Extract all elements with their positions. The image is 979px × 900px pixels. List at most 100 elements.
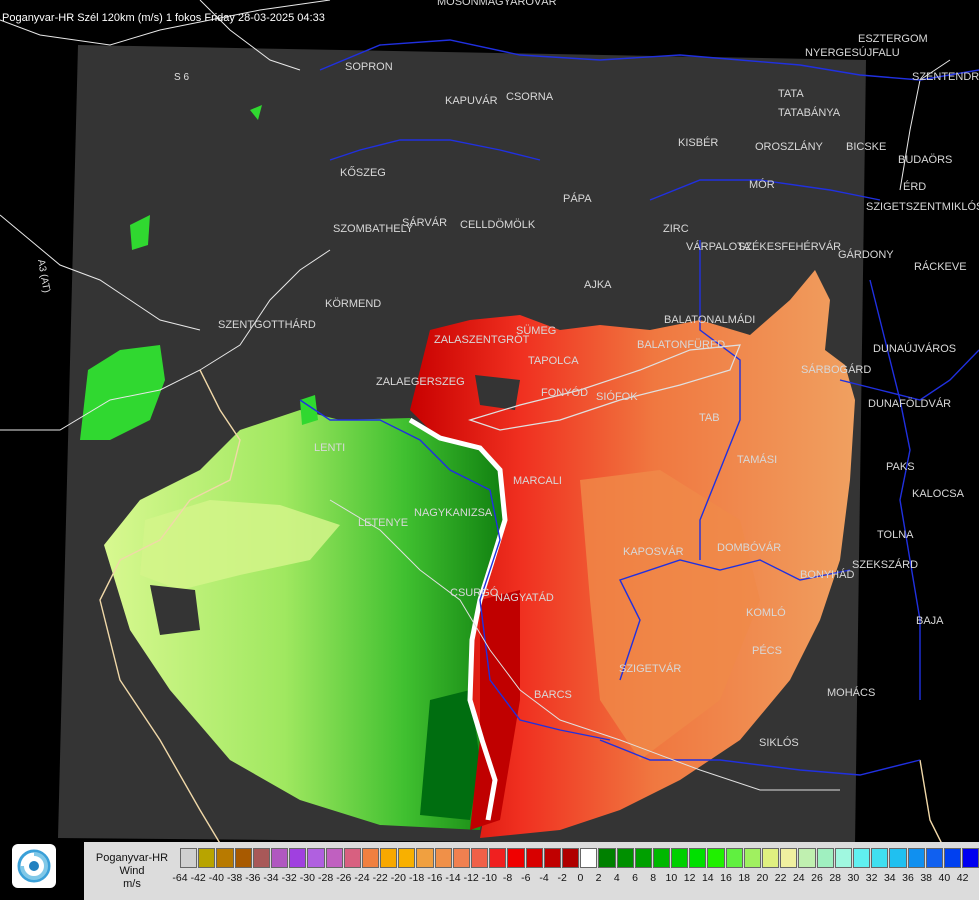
city-label: SOPRON <box>345 61 393 73</box>
legend-swatches <box>180 848 979 870</box>
city-label: RÁCKEVE <box>914 260 967 273</box>
legend-swatch <box>270 848 289 868</box>
green-cell-3 <box>250 105 262 120</box>
legend-swatch <box>871 848 889 868</box>
legend-tick-label: 32 <box>865 872 878 884</box>
legend-tick-label: 40 <box>938 872 951 884</box>
city-label: BUDAÖRS <box>898 154 952 166</box>
city-label: SZENTGOTTHÁRD <box>218 318 316 331</box>
legend-tick-label: -30 <box>299 872 315 884</box>
city-label: KALOCSA <box>912 488 965 500</box>
city-label: KŐSZEG <box>340 165 386 179</box>
legend-swatch <box>489 848 507 868</box>
legend-swatch <box>398 848 416 868</box>
legend-swatch <box>598 848 616 868</box>
legend-tick-label: 18 <box>738 872 751 884</box>
city-label: SÁRBOGÁRD <box>801 363 871 376</box>
legend-tick-label: -8 <box>502 872 513 884</box>
city-label: SZIGETSZENTMIKLÓS <box>866 200 979 213</box>
green-light-patch <box>140 500 340 590</box>
city-label: KOMLÓ <box>746 606 786 619</box>
legend-swatch <box>725 848 743 868</box>
legend-tick-label: -40 <box>208 872 224 884</box>
city-label: ZALASZENTGRÓT <box>434 333 530 346</box>
no-echo-hole-2 <box>475 375 520 410</box>
legend-tick-label: 30 <box>847 872 860 884</box>
legend-tick-label: 38 <box>920 872 933 884</box>
city-label: SIKLÓS <box>759 736 799 749</box>
legend-tick-label: -24 <box>354 872 370 884</box>
legend-tick-label: 24 <box>792 872 805 884</box>
city-label: CSORNA <box>506 91 554 103</box>
city-label: NAGYKANIZSA <box>414 507 493 519</box>
city-label: LETENYE <box>358 517 408 529</box>
city-label: MARCALI <box>513 475 562 487</box>
legend-tick-label: -20 <box>390 872 406 884</box>
city-label: CELLDÖMÖLK <box>460 219 536 231</box>
city-label: BARCS <box>534 689 572 701</box>
river-drava <box>329 499 840 791</box>
city-label: MÓR <box>749 178 775 191</box>
legend-tick-label: 2 <box>595 872 602 884</box>
city-label: KAPUVÁR <box>445 94 498 107</box>
color-legend: Poganyvar-HR Wind m/s -64 -42 -40 -38 -36 -34… <box>84 842 979 900</box>
legend-tick-label: -6 <box>521 872 531 884</box>
legend-swatch <box>852 848 871 868</box>
legend-tick-label: -2 <box>557 872 567 884</box>
legend-swatch <box>252 848 270 868</box>
red-deep-patch <box>470 590 520 830</box>
legend-swatch <box>889 848 907 868</box>
green-cell-1 <box>80 345 165 440</box>
city-label: ZIRC <box>663 223 689 235</box>
legend-swatch <box>652 848 671 868</box>
city-label: DOMBÓVÁR <box>717 541 781 554</box>
legend-swatch <box>525 848 543 868</box>
city-label: BALATONALMÁDI <box>664 313 755 326</box>
legend-swatch <box>962 848 979 868</box>
legend-tick-label: 26 <box>811 872 823 884</box>
page-title: Poganyvar-HR Szél 120km (m/s) 1 fokos Fr… <box>2 12 325 24</box>
legend-tick-label: -14 <box>445 872 461 884</box>
city-label: AJKA <box>584 279 612 291</box>
city-label: GÁRDONY <box>838 248 894 261</box>
legend-tick-label: 42 <box>956 872 969 884</box>
legend-swatch <box>543 848 561 868</box>
city-label: BONYHÁD <box>800 568 854 581</box>
city-label: ÉRD <box>903 180 926 193</box>
legend-tick-label: -32 <box>281 872 297 884</box>
city-label: SZOMBATHELY <box>333 223 414 235</box>
legend-title: Poganyvar-HR Wind m/s <box>84 842 180 900</box>
city-label: SZENTENDRE <box>912 71 979 83</box>
city-label: ESZTERGOM <box>858 33 928 45</box>
legend-tick-label: 34 <box>883 872 896 884</box>
legend-swatch <box>198 848 216 868</box>
legend-tick-label: 4 <box>613 872 620 884</box>
city-label: TATABÁNYA <box>778 106 841 119</box>
legend-swatch <box>507 848 525 868</box>
city-label: BICSKE <box>846 141 886 153</box>
city-label: SZÉKESFEHÉRVÁR <box>738 240 841 253</box>
legend-tick-label: 12 <box>683 872 696 884</box>
legend-unit: m/s <box>123 877 141 890</box>
legend-swatch <box>343 848 361 868</box>
legend-swatch <box>907 848 925 868</box>
legend-tick-label: 10 <box>665 872 678 884</box>
legend-tick-label: 6 <box>632 872 638 884</box>
legend-tick-label: -10 <box>481 872 497 884</box>
city-label: TATA <box>778 88 804 100</box>
legend-swatch <box>834 848 852 868</box>
legend-tick-label: -22 <box>372 872 388 884</box>
legend-swatch <box>361 848 380 868</box>
legend-tick-label: -28 <box>318 872 334 884</box>
legend-tick-label: 8 <box>650 872 657 884</box>
city-label: CSURGÓ <box>450 586 499 599</box>
legend-swatch <box>580 848 598 868</box>
green-darkest-patch <box>420 690 480 820</box>
city-label: PAKS <box>886 461 915 473</box>
legend-swatch <box>634 848 652 868</box>
legend-swatch <box>180 848 198 868</box>
city-label: PÁPA <box>563 192 592 205</box>
red-orange-patch <box>580 470 760 760</box>
city-label: LENTI <box>314 442 345 454</box>
